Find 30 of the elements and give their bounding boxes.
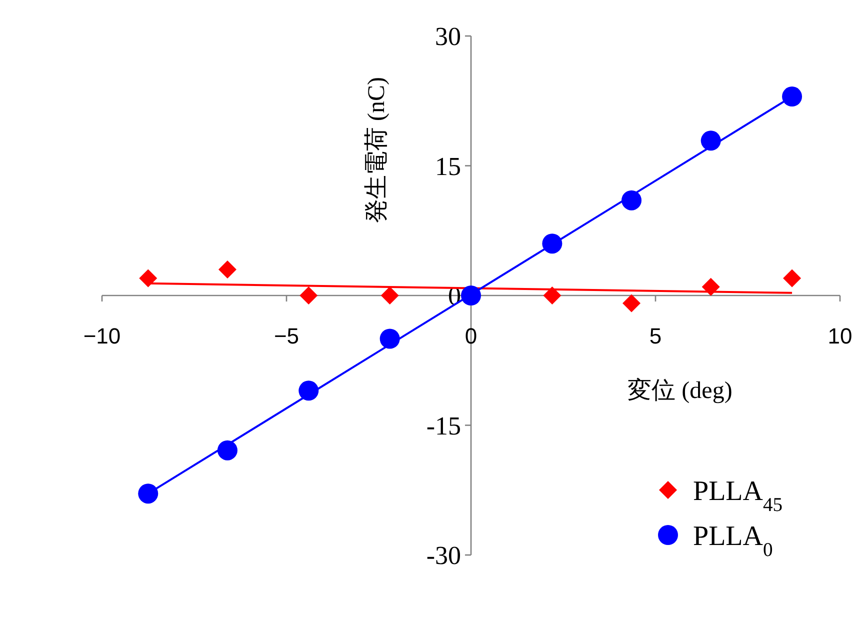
- point: [300, 286, 318, 304]
- x-tick-label: −5: [274, 324, 300, 348]
- legend-label: PLLA$_{0}$: [693, 521, 773, 560]
- point: [782, 86, 802, 107]
- y-axis-title: 発生電荷 (nC): [364, 77, 390, 223]
- legend-label: PLLA$_{45}$: [693, 476, 783, 516]
- y-tick-label: 30: [435, 22, 461, 51]
- point: [139, 269, 158, 288]
- point: [298, 380, 319, 401]
- x-tick-label: −10: [83, 324, 121, 348]
- point: [380, 328, 400, 349]
- point: [380, 286, 399, 304]
- y-tick-label: 15: [435, 152, 461, 181]
- point: [783, 269, 802, 288]
- y-tick-label: -15: [426, 411, 461, 440]
- y-tick-label: -30: [426, 541, 461, 570]
- point: [138, 484, 158, 504]
- point: [461, 286, 481, 306]
- point: [218, 260, 236, 279]
- x-tick-label: 5: [649, 324, 662, 348]
- point: [700, 130, 721, 151]
- x-axis-title: 変位 (deg): [628, 377, 732, 404]
- point: [702, 278, 720, 296]
- x-tick-label: 0: [464, 324, 478, 348]
- point: [217, 440, 238, 460]
- point: [543, 286, 562, 304]
- point: [622, 190, 642, 210]
- point: [542, 234, 562, 254]
- x-tick-label: 10: [828, 324, 852, 348]
- point: [622, 294, 641, 312]
